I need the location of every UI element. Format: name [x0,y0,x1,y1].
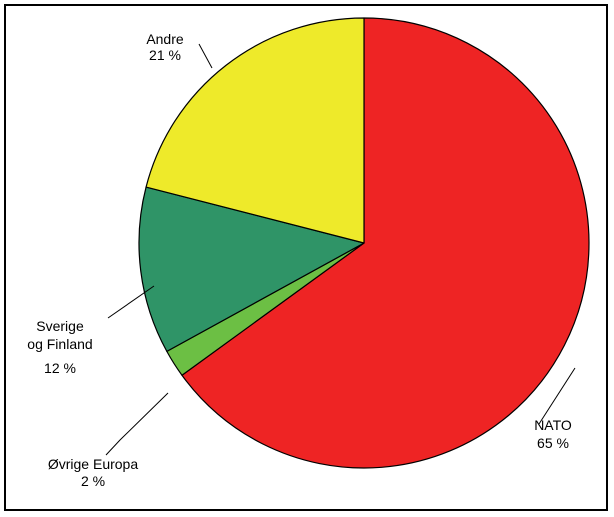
leader-line-ovrige-europa [105,392,169,456]
leader-line-nato [538,367,576,425]
leader-line-andre [198,43,213,69]
slice-value-andre: 21 % [149,47,181,63]
pie-slice-nato [181,17,590,469]
slice-label-andre: Andre [146,31,184,47]
slice-label-sverige: Sverige [36,318,84,334]
pie-slice-andre [145,17,365,244]
slice-value-nato: 65 % [537,435,569,451]
slice-label-ovrige-europa: Øvrige Europa [48,456,138,472]
slice-value-sverige-finland: 12 % [44,360,76,376]
leader-line-sverige-finland [107,285,155,319]
slice-label-nato: NATO [534,417,572,433]
slice-label-og-finland: og Finland [27,336,92,352]
slice-value-ovrige-europa: 2 % [81,473,105,489]
pie-slice-sverige-finland [138,186,365,352]
